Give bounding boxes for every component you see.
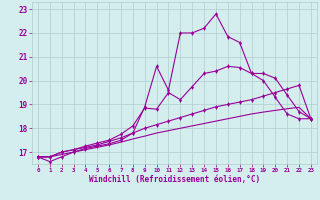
X-axis label: Windchill (Refroidissement éolien,°C): Windchill (Refroidissement éolien,°C) [89, 175, 260, 184]
